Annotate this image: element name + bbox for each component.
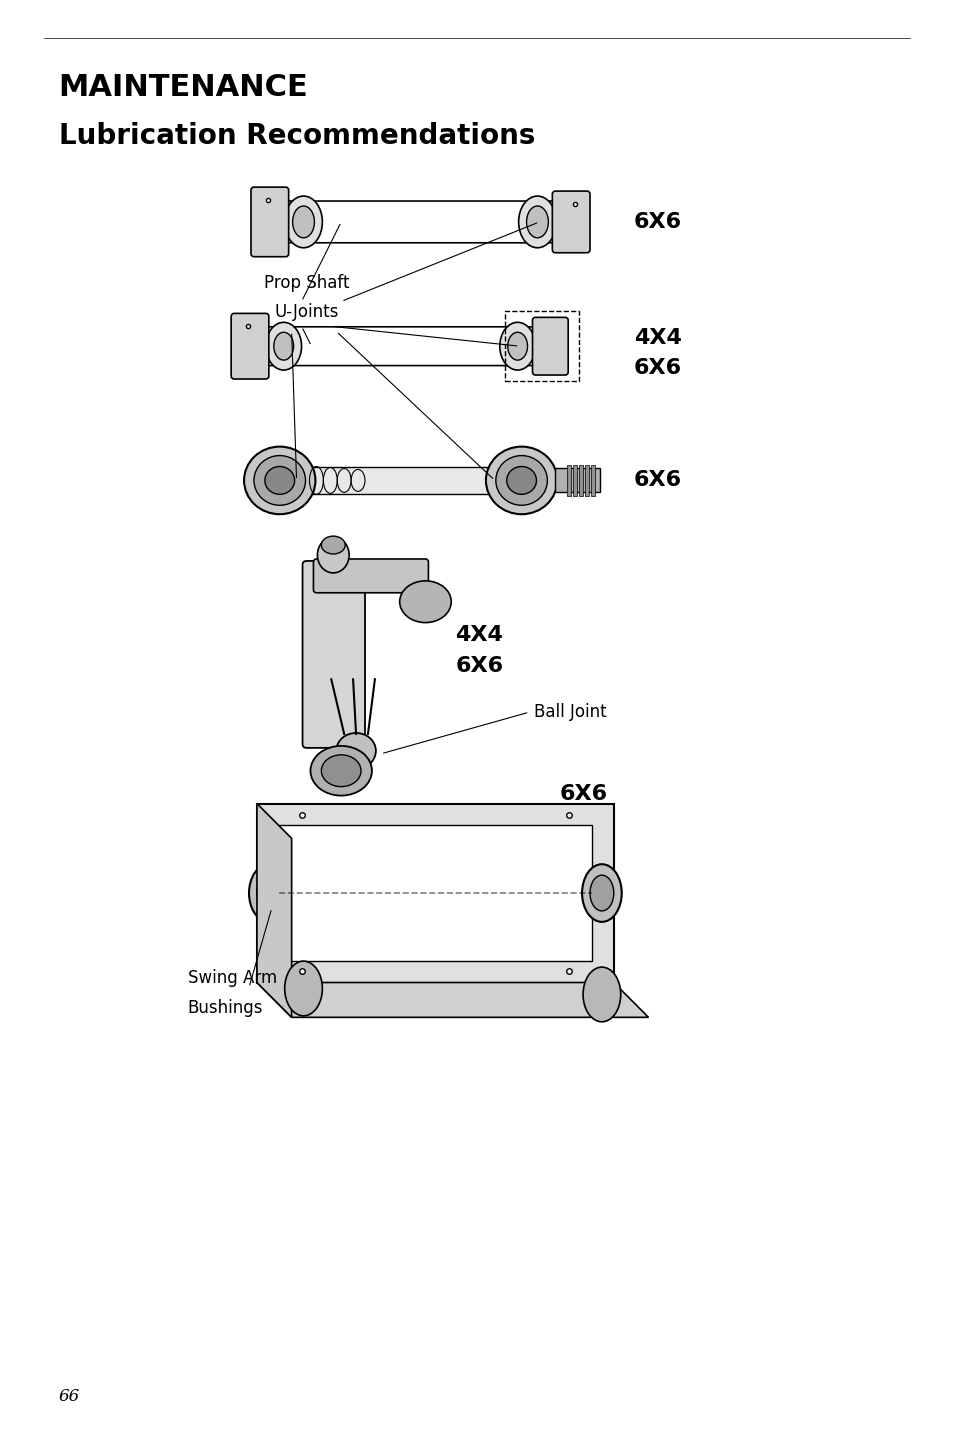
Text: 6X6: 6X6 xyxy=(558,784,607,804)
Ellipse shape xyxy=(317,537,349,573)
FancyBboxPatch shape xyxy=(259,327,541,365)
Ellipse shape xyxy=(582,967,620,1022)
Ellipse shape xyxy=(253,455,305,506)
Polygon shape xyxy=(256,804,292,1018)
Ellipse shape xyxy=(293,206,314,238)
Text: Prop Shaft: Prop Shaft xyxy=(263,273,349,291)
FancyBboxPatch shape xyxy=(231,314,269,379)
Ellipse shape xyxy=(284,961,322,1016)
Ellipse shape xyxy=(310,746,372,795)
Ellipse shape xyxy=(499,323,535,371)
FancyBboxPatch shape xyxy=(314,558,428,593)
Ellipse shape xyxy=(335,733,375,769)
Ellipse shape xyxy=(518,196,556,247)
Bar xyxy=(278,826,592,961)
Text: U-Joints: U-Joints xyxy=(274,304,338,321)
Text: 6X6: 6X6 xyxy=(633,471,681,490)
Bar xyxy=(584,464,588,496)
Ellipse shape xyxy=(581,864,621,922)
Ellipse shape xyxy=(507,333,527,361)
Ellipse shape xyxy=(256,875,280,912)
Bar xyxy=(555,468,599,493)
Text: 6X6: 6X6 xyxy=(633,212,681,231)
Polygon shape xyxy=(256,983,648,1018)
Ellipse shape xyxy=(284,196,322,247)
Text: MAINTENANCE: MAINTENANCE xyxy=(59,73,308,102)
Ellipse shape xyxy=(265,467,294,494)
Text: 6X6: 6X6 xyxy=(633,358,681,378)
Text: Swing Arm: Swing Arm xyxy=(188,970,276,987)
Text: 4X4: 4X4 xyxy=(633,329,680,349)
Ellipse shape xyxy=(526,206,548,238)
Bar xyxy=(567,464,571,496)
FancyBboxPatch shape xyxy=(251,188,289,257)
Ellipse shape xyxy=(321,755,360,787)
Text: 6X6: 6X6 xyxy=(455,656,503,676)
Bar xyxy=(590,464,595,496)
Bar xyxy=(296,467,504,494)
Ellipse shape xyxy=(506,467,536,494)
Text: Lubrication Recommendations: Lubrication Recommendations xyxy=(59,122,535,150)
FancyBboxPatch shape xyxy=(532,317,568,375)
Bar xyxy=(573,464,577,496)
FancyBboxPatch shape xyxy=(552,190,589,253)
FancyBboxPatch shape xyxy=(302,561,365,747)
Ellipse shape xyxy=(274,333,294,361)
Ellipse shape xyxy=(399,580,451,622)
Ellipse shape xyxy=(485,446,557,515)
Ellipse shape xyxy=(321,537,345,554)
Text: Ball Joint: Ball Joint xyxy=(534,704,606,721)
Ellipse shape xyxy=(249,864,289,922)
Ellipse shape xyxy=(496,455,547,506)
Ellipse shape xyxy=(244,446,315,515)
Text: 4X4: 4X4 xyxy=(455,625,502,644)
FancyBboxPatch shape xyxy=(279,201,560,243)
Bar xyxy=(256,804,613,983)
Ellipse shape xyxy=(589,875,613,912)
Text: Bushings: Bushings xyxy=(188,999,263,1018)
Text: 66: 66 xyxy=(59,1389,80,1405)
Ellipse shape xyxy=(266,323,301,371)
Bar xyxy=(578,464,582,496)
